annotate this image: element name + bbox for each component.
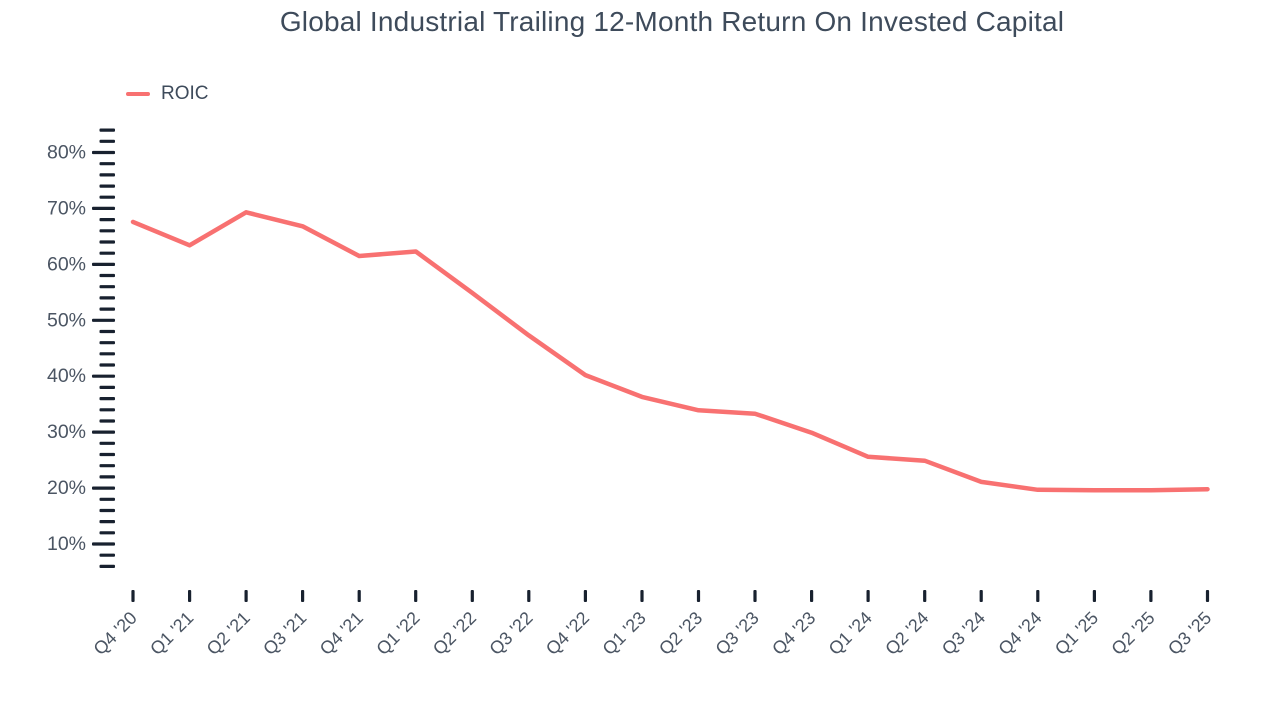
x-axis-tick — [1036, 590, 1040, 602]
x-axis-label: Q3 '25 — [1164, 608, 1215, 659]
y-axis-minor-tick — [99, 162, 115, 166]
y-axis-major-tick — [92, 486, 115, 490]
y-axis-label: 10% — [47, 533, 86, 555]
chart-title: Global Industrial Trailing 12-Month Retu… — [279, 6, 1065, 37]
legend-line-swatch — [126, 91, 150, 97]
y-axis-major-tick — [92, 542, 115, 546]
y-axis-major-tick — [92, 206, 115, 210]
y-axis-minor-tick — [99, 508, 115, 513]
x-axis-label: Q4 '24 — [994, 608, 1045, 659]
x-axis-label: Q2 '23 — [655, 608, 706, 659]
x-axis-tick — [696, 590, 701, 602]
x-axis-label: Q2 '25 — [1107, 608, 1158, 659]
x-axis-tick — [470, 590, 474, 602]
y-axis-minor-tick — [99, 352, 115, 356]
y-axis-minor-tick — [99, 385, 115, 389]
x-axis-label: Q1 '21 — [146, 608, 197, 659]
x-axis-label: Q4 '22 — [542, 608, 593, 659]
x-axis-label: Q3 '21 — [259, 608, 310, 659]
legend: ROIC — [126, 83, 209, 105]
x-axis-tick — [527, 590, 531, 602]
y-axis-label: 60% — [47, 253, 86, 275]
x-axis-tick — [1092, 590, 1096, 602]
x-axis-label: Q4 '20 — [90, 608, 141, 659]
y-axis-minor-tick — [99, 195, 115, 199]
y-axis-major-tick — [92, 262, 115, 266]
y-axis-minor-tick — [99, 285, 115, 289]
x-axis-tick — [131, 590, 135, 602]
y-axis-major-tick — [92, 374, 115, 378]
x-axis-label: Q4 '23 — [768, 608, 819, 659]
x-axis-tick — [414, 590, 418, 602]
x-axis-tick — [583, 590, 587, 602]
x-axis-label: Q2 '24 — [881, 608, 932, 659]
y-axis-minor-tick — [99, 173, 115, 177]
y-axis-minor-tick — [99, 531, 115, 535]
y-axis-major-tick — [92, 150, 115, 155]
x-axis-tick — [640, 590, 644, 602]
x-axis-tick — [301, 590, 305, 602]
y-axis-minor-tick — [99, 296, 115, 300]
y-axis-label: 80% — [47, 142, 86, 164]
x-axis-tick — [923, 590, 927, 602]
x-axis-tick — [979, 590, 983, 602]
y-axis-minor-tick — [99, 553, 115, 557]
x-axis-label: Q3 '23 — [712, 608, 763, 659]
y-axis-minor-tick — [99, 363, 115, 367]
x-axis-tick — [357, 590, 361, 602]
x-axis-label: Q4 '21 — [316, 608, 367, 659]
y-axis-minor-tick — [99, 307, 115, 311]
x-axis-label: Q1 '24 — [825, 608, 876, 659]
y-axis-minor-tick — [99, 475, 115, 479]
x-axis-label: Q1 '23 — [599, 608, 650, 659]
y-axis-minor-tick — [99, 329, 115, 334]
y-axis-major-tick — [92, 430, 115, 434]
y-axis-minor-tick — [99, 273, 115, 278]
y-axis-label: 50% — [47, 309, 86, 331]
x-axis-label: Q2 '22 — [429, 608, 480, 659]
x-axis-tick — [1205, 590, 1210, 602]
x-axis-tick — [188, 590, 192, 602]
legend-label: ROIC — [161, 83, 209, 104]
y-axis-minor-tick — [99, 520, 115, 524]
y-axis-minor-tick — [99, 229, 115, 233]
y-axis-minor-tick — [99, 408, 115, 412]
y-axis-minor-tick — [99, 419, 115, 423]
x-axis-tick — [810, 590, 814, 602]
x-axis-label: Q1 '22 — [372, 608, 423, 659]
y-axis-label: 40% — [47, 365, 86, 387]
y-axis-minor-tick — [99, 251, 115, 255]
y-axis-minor-tick — [99, 218, 115, 222]
y-axis-minor-tick — [99, 184, 115, 188]
y-axis-minor-tick — [99, 464, 115, 468]
y-axis-minor-tick — [99, 441, 115, 445]
x-axis-tick — [1149, 590, 1153, 602]
x-axis-tick — [244, 590, 248, 602]
y-axis-minor-tick — [99, 497, 115, 501]
roic-line-series — [130, 210, 1210, 493]
y-axis-minor-tick — [99, 341, 115, 345]
x-axis-label: Q2 '21 — [203, 608, 254, 659]
y-axis-minor-tick — [99, 452, 115, 457]
y-axis-major-tick — [92, 318, 115, 322]
y-axis-minor-tick — [99, 564, 115, 568]
x-axis-tick — [866, 590, 870, 602]
y-axis-label: 20% — [47, 477, 86, 499]
x-axis-label: Q3 '24 — [938, 608, 989, 659]
x-axis-tick — [753, 590, 757, 602]
x-axis-label: Q3 '22 — [485, 608, 536, 659]
y-axis-label: 30% — [47, 421, 86, 443]
y-axis-minor-tick — [99, 397, 115, 401]
y-axis-minor-tick — [99, 240, 115, 244]
y-axis-label: 70% — [47, 197, 86, 219]
y-axis-minor-tick — [99, 128, 115, 132]
y-axis-minor-tick — [99, 139, 115, 143]
x-axis-label: Q1 '25 — [1051, 608, 1102, 659]
